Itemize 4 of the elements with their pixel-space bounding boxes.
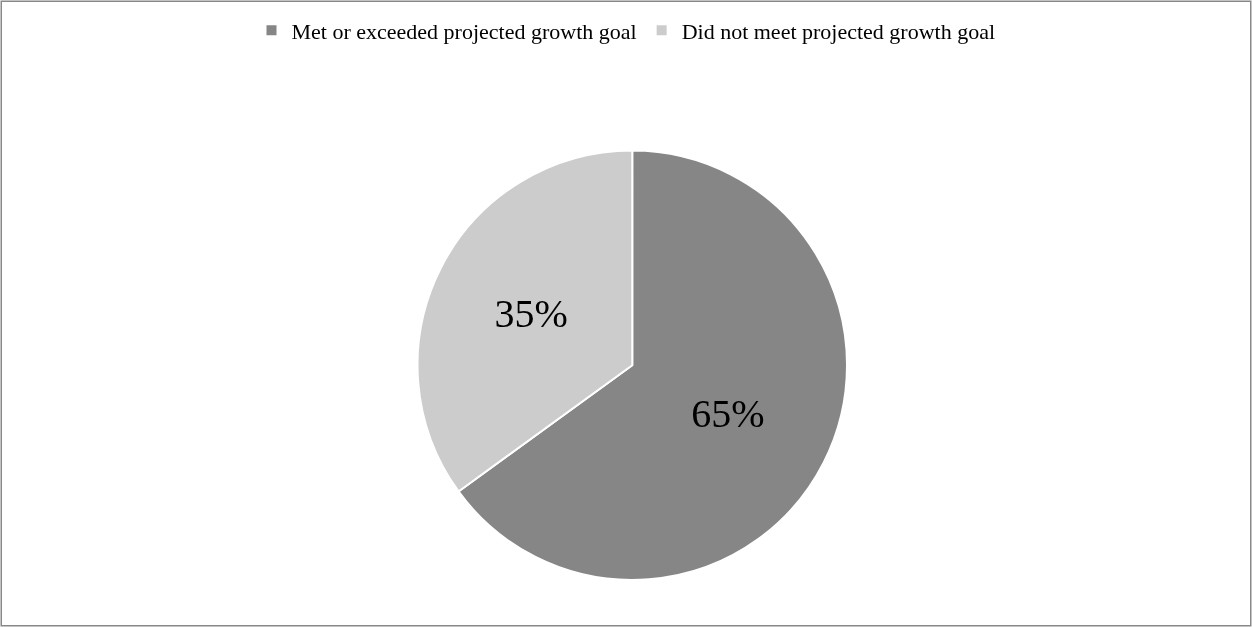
data-label: 35% <box>494 291 568 337</box>
data-label: 65% <box>691 391 765 437</box>
legend-label: Did not meet projected growth goal <box>681 18 996 44</box>
legend-label: Met or exceeded projected growth goal <box>291 18 637 44</box>
